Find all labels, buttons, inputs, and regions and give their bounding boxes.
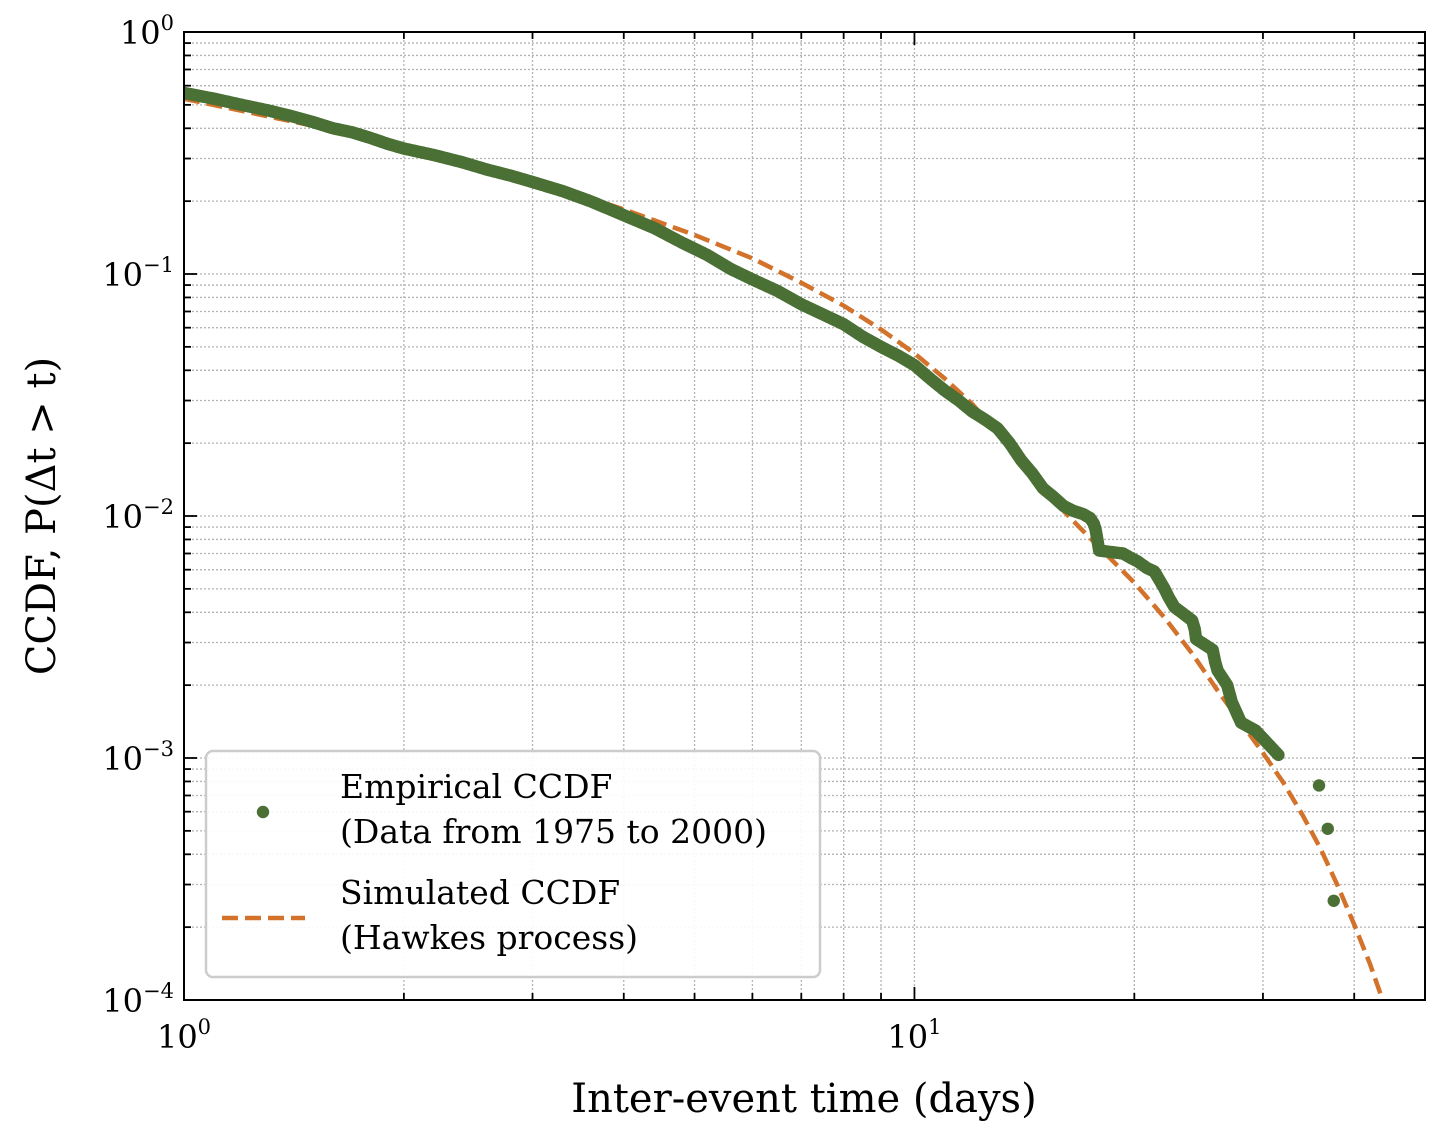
empirical-point <box>1175 606 1188 619</box>
empirical-point <box>856 330 870 344</box>
empirical-point <box>1225 696 1239 709</box>
empirical-point <box>675 236 688 249</box>
empirical-point <box>1057 499 1070 513</box>
empirical-point <box>979 413 992 426</box>
y-tick-label: 10−1 <box>102 253 174 294</box>
x-tick-label: 100 <box>157 1015 211 1056</box>
empirical-point <box>208 92 221 105</box>
empirical-point <box>1014 454 1028 467</box>
empirical-point <box>1188 623 1201 636</box>
empirical-point <box>1321 822 1334 835</box>
axis-ticks <box>183 31 1426 1001</box>
x-tick-label: 101 <box>887 1015 941 1056</box>
legend-empirical-label: Empirical CCDF <box>340 767 612 806</box>
empirical-point <box>504 169 517 182</box>
empirical-point <box>326 122 340 135</box>
y-tick-label: 100 <box>120 11 174 52</box>
empirical-point <box>1089 523 1102 536</box>
empirical-point <box>526 175 539 189</box>
empirical-point <box>1312 779 1326 792</box>
empirical-point <box>1249 724 1262 737</box>
empirical-point <box>1327 894 1340 907</box>
empirical-point <box>381 137 394 151</box>
empirical-point <box>1152 572 1165 586</box>
empirical-point <box>261 104 274 117</box>
empirical-point <box>1272 748 1285 762</box>
empirical-point <box>235 98 249 112</box>
y-tick-label: 10−4 <box>102 979 174 1020</box>
empirical-point <box>480 163 494 176</box>
empirical-point <box>1003 436 1016 450</box>
legend: Empirical CCDF (Data from 1975 to 2000) Si… <box>204 749 822 979</box>
empirical-point <box>1220 678 1234 692</box>
legend-box <box>204 749 822 979</box>
empirical-point <box>816 308 830 321</box>
empirical-point <box>795 298 808 311</box>
empirical-point <box>1036 482 1050 495</box>
empirical-point <box>1026 467 1039 480</box>
empirical-point <box>556 184 569 198</box>
series-layer <box>184 86 1383 996</box>
legend-empirical-label: (Data from 1975 to 2000) <box>340 812 767 851</box>
empirical-point <box>1206 643 1219 656</box>
empirical-point <box>891 349 905 362</box>
empirical-point <box>1092 544 1106 557</box>
empirical-point <box>346 126 359 139</box>
empirical-point <box>397 142 411 155</box>
empirical-point <box>837 318 850 331</box>
empirical-point <box>455 155 468 169</box>
empirical-point <box>364 131 377 145</box>
empirical-point <box>908 358 921 372</box>
empirical-point <box>584 194 597 208</box>
empirical-point <box>952 394 965 407</box>
empirical-point <box>184 86 191 100</box>
empirical-point <box>771 284 784 298</box>
empirical-point <box>1067 504 1080 518</box>
legend-simulated-label: Simulated CCDF <box>340 873 620 912</box>
empirical-point <box>284 109 297 123</box>
empirical-point <box>991 422 1004 435</box>
empirical-point <box>617 208 630 222</box>
empirical-point <box>1189 632 1203 646</box>
empirical-point <box>306 115 319 129</box>
empirical-point <box>1211 664 1224 677</box>
y-tick-label: 10−3 <box>102 737 174 778</box>
empirical-point <box>923 372 937 385</box>
empirical-point <box>647 221 661 235</box>
x-axis-title: Inter-event time (days) <box>571 1076 1036 1122</box>
legend-simulated-label: (Hawkes process) <box>340 918 638 957</box>
y-axis-title: CCDF, P(Δt > t) <box>19 357 65 675</box>
empirical-point <box>1131 555 1144 568</box>
empirical-point <box>746 273 759 286</box>
tick-labels: 100 101 100 10−1 10−2 10−3 10−4 <box>102 11 941 1056</box>
empirical-point <box>700 248 714 262</box>
empirical-point <box>1091 533 1104 546</box>
empirical-point <box>966 405 979 418</box>
empirical-point <box>427 148 441 162</box>
legend-empirical-marker <box>256 805 270 819</box>
empirical-point <box>1047 490 1060 504</box>
empirical-point <box>724 262 737 276</box>
empirical-point <box>1162 591 1176 604</box>
y-tick-label: 10−2 <box>102 495 174 536</box>
empirical-point <box>938 384 951 397</box>
empirical-point <box>874 340 888 354</box>
empirical-point <box>1234 716 1248 729</box>
